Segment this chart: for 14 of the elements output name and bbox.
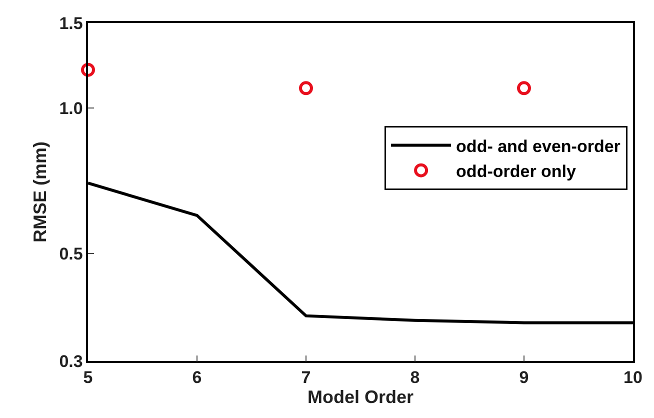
legend-label: odd-order only	[456, 162, 577, 181]
x-tick-label: 8	[410, 368, 420, 388]
x-tick-label: 6	[192, 368, 202, 388]
y-tick-label: 1.5	[59, 14, 83, 33]
y-axis-title: RMSE (mm)	[30, 141, 50, 243]
legend-label: odd- and even-order	[456, 136, 621, 156]
x-tick-label: 10	[624, 368, 642, 388]
x-tick-label: 7	[301, 368, 311, 388]
y-tick-label: 0.3	[59, 352, 83, 371]
y-tick-label: 0.5	[59, 244, 83, 264]
y-tick-label: 1.0	[59, 99, 83, 118]
x-tick-label: 5	[83, 368, 93, 388]
x-tick-label: 9	[519, 368, 529, 388]
x-axis-title: Model Order	[307, 387, 414, 408]
